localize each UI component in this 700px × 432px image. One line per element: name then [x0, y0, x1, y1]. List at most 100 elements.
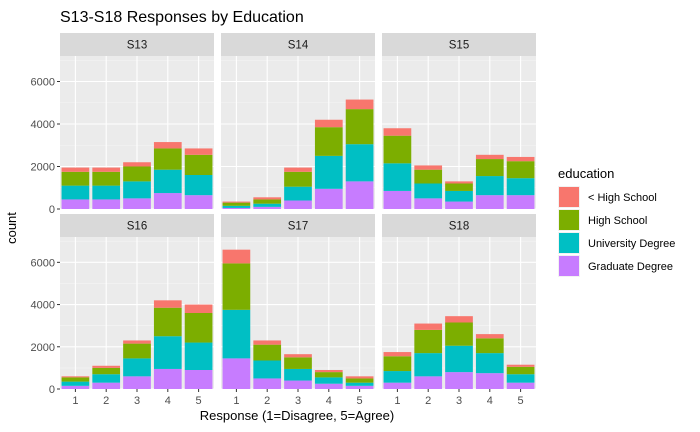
legend-label: University Degree: [588, 238, 675, 250]
bar-segment: [284, 200, 312, 209]
bar-segment: [414, 183, 443, 199]
bar-segment: [314, 372, 343, 378]
x-tick-label: 4: [165, 395, 171, 407]
bar-segment: [222, 263, 251, 310]
bar-segment: [253, 360, 282, 379]
bar-segment: [61, 167, 90, 172]
bar-segment: [314, 127, 343, 156]
bar-segment: [345, 144, 374, 182]
x-tick-label: 2: [103, 395, 109, 407]
bar-segment: [153, 169, 182, 194]
y-tick-label: 4000: [31, 119, 55, 131]
bar-segment: [153, 148, 182, 170]
bar-segment: [284, 368, 312, 381]
x-tick-label: 5: [357, 395, 363, 407]
bar-segment: [414, 329, 443, 354]
bar-segment: [222, 201, 251, 203]
x-tick-label: 2: [425, 395, 431, 407]
bar-segment: [61, 385, 90, 389]
bar-segment: [253, 197, 282, 200]
bar-segment: [222, 358, 251, 389]
bar-segment: [445, 181, 473, 184]
bar-segment: [284, 354, 312, 358]
legend-title: education: [558, 166, 614, 181]
bar-segment: [92, 367, 121, 375]
legend-label: < High School: [588, 192, 657, 204]
bar-segment: [345, 181, 374, 209]
bar-segment: [383, 356, 412, 372]
strip-S14: [221, 33, 375, 56]
bar-segment: [445, 372, 473, 389]
bar-segment: [284, 380, 312, 389]
strip-label: S16: [127, 221, 147, 233]
bar-segment: [414, 323, 443, 330]
bar-segment: [475, 353, 504, 374]
bar-segment: [222, 309, 251, 359]
bar-segment: [506, 366, 535, 375]
panel-S14: S14: [221, 33, 375, 210]
bar-segment: [383, 128, 412, 136]
strip-S18: [382, 214, 536, 237]
bar-segment: [123, 340, 151, 344]
legend: education < High School High School Univer…: [558, 166, 675, 277]
bar-segment: [123, 376, 151, 389]
x-tick-label: 4: [487, 395, 493, 407]
legend-label: High School: [588, 215, 647, 227]
bar-segment: [475, 176, 504, 196]
bar-segment: [345, 109, 374, 145]
bar-segment: [61, 199, 90, 209]
legend-swatch: [559, 256, 579, 276]
strip-S16: [60, 214, 214, 237]
x-tick-label: 3: [134, 395, 140, 407]
x-tick-label: 5: [518, 395, 524, 407]
bar-segment: [284, 186, 312, 201]
y-tick-label: 4000: [31, 300, 55, 312]
bar-segment: [253, 203, 282, 207]
legend-swatch: [559, 233, 579, 253]
bar-segment: [123, 166, 151, 182]
x-tick-label: 5: [196, 395, 202, 407]
bar-segment: [445, 322, 473, 346]
strip-S17: [221, 214, 375, 237]
bar-segment: [506, 374, 535, 383]
strip-label: S14: [288, 40, 309, 52]
bar-segment: [506, 178, 535, 196]
strip-label: S18: [449, 221, 469, 233]
bar-segment: [506, 156, 535, 162]
bar-segment: [222, 249, 251, 264]
bar-segment: [184, 342, 213, 370]
x-tick-label: 1: [233, 395, 239, 407]
x-tick-label: 3: [456, 395, 462, 407]
bar-segment: [445, 190, 473, 202]
bar-segment: [345, 385, 374, 389]
strip-S13: [60, 33, 214, 56]
panel-S17: S17 1 2 3 4 5: [221, 214, 375, 407]
bar-segment: [92, 199, 121, 209]
bar-segment: [345, 382, 374, 386]
bar-segment: [383, 371, 412, 383]
bar-segment: [123, 343, 151, 359]
bar-segment: [61, 381, 90, 386]
bar-segment: [253, 344, 282, 361]
bar-segment: [92, 374, 121, 383]
panel-S15: S15: [382, 33, 536, 210]
bar-segment: [92, 382, 121, 389]
bar-segment: [414, 169, 443, 184]
bar-segment: [253, 206, 282, 209]
bar-segment: [253, 340, 282, 345]
bar-segment: [92, 171, 121, 186]
bar-segment: [153, 300, 182, 308]
bar-segment: [475, 373, 504, 389]
bar-segment: [222, 205, 251, 208]
bar-segment: [153, 142, 182, 149]
y-tick-label: 0: [49, 204, 55, 216]
bar-segment: [153, 336, 182, 369]
legend-swatch: [559, 187, 579, 207]
x-tick-label: 1: [72, 395, 78, 407]
bar-segment: [222, 202, 251, 206]
bar-segment: [414, 376, 443, 389]
bar-segment: [475, 159, 504, 177]
bar-segment: [61, 376, 90, 378]
bar-segment: [153, 368, 182, 389]
y-tick-label: 6000: [31, 77, 55, 89]
